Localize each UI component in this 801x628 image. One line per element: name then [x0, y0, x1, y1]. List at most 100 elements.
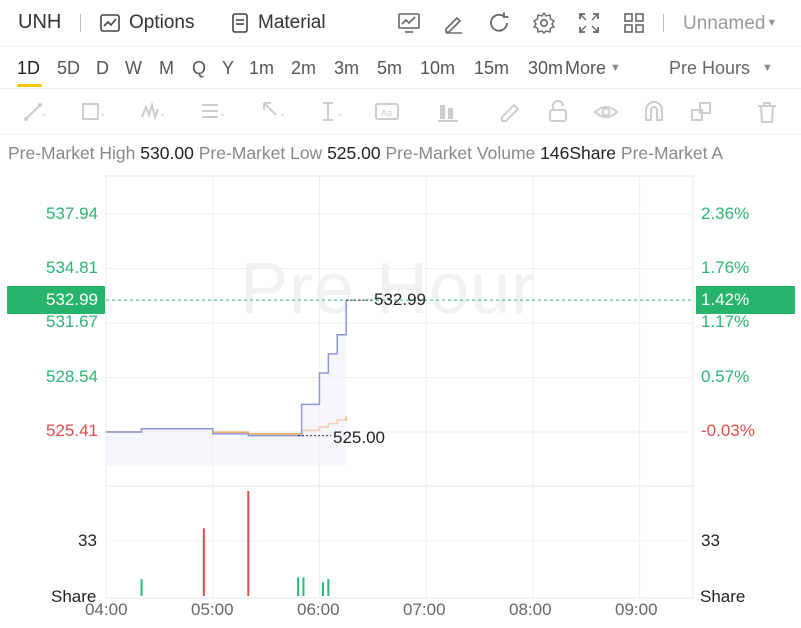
stat-label: Pre-Market High — [8, 143, 136, 163]
volume-unit: Share — [51, 587, 97, 606]
volume-bar — [140, 579, 143, 596]
current-price-flag: 532.99 — [7, 286, 105, 314]
period-1m[interactable]: 1m — [249, 58, 275, 78]
pct-tick: 1.76% — [701, 258, 750, 277]
low-annotation: 525.00 — [333, 428, 385, 447]
current-pct-flag: 1.42% — [696, 286, 795, 314]
material-label: Material — [258, 12, 326, 33]
session-dropdown[interactable]: Pre Hours ▼ — [669, 58, 773, 79]
divider — [663, 14, 664, 32]
caret-down-icon: ▼ — [610, 62, 621, 74]
stat-label: Pre-Market Low — [198, 143, 323, 163]
period-y[interactable]: Y — [222, 58, 235, 78]
period-d[interactable]: D — [96, 58, 109, 78]
volume-bar — [247, 491, 250, 596]
stat-value: 525.00 — [327, 143, 381, 163]
options-label: Options — [129, 12, 195, 33]
fullscreen-icon[interactable] — [577, 11, 601, 35]
options-button[interactable]: Options — [99, 12, 194, 34]
chart-frame — [105, 175, 694, 599]
text-cursor-icon[interactable] — [318, 99, 344, 125]
volume-bar — [297, 577, 300, 596]
layers-icon[interactable] — [689, 99, 715, 125]
stat-label: Pre-Market A — [620, 143, 724, 163]
stat-value: 146Share — [540, 143, 617, 163]
wave-pattern-icon[interactable] — [140, 99, 166, 125]
pct-tick: -0.03% — [701, 421, 755, 440]
edit-icon[interactable] — [442, 11, 466, 35]
eye-icon[interactable] — [593, 99, 619, 125]
pct-tick: 0.57% — [701, 367, 750, 386]
lock-icon[interactable] — [545, 99, 571, 125]
price-tick: 537.94 — [46, 204, 98, 223]
price-tick: 534.81 — [46, 258, 98, 277]
price-tick: 531.67 — [46, 312, 98, 331]
rectangle-icon[interactable] — [80, 99, 106, 125]
trash-icon[interactable] — [754, 99, 780, 125]
period-3m[interactable]: 3m — [334, 58, 360, 78]
time-tick: 09:00 — [615, 600, 658, 619]
chart-watermark: Pre Hour — [240, 249, 537, 329]
text-box-icon[interactable]: Aa — [374, 99, 400, 125]
stat-value: 530.00 — [140, 143, 194, 163]
time-tick: 04:00 — [85, 600, 128, 619]
pre-market-stats: Pre-Market High 530.00 Pre-Market Low 52… — [8, 143, 801, 164]
time-tick: 05:00 — [191, 600, 234, 619]
volume-tick: 33 — [78, 531, 97, 550]
refresh-icon[interactable] — [487, 11, 511, 35]
volume-bar — [327, 579, 330, 596]
material-button[interactable]: Material — [230, 12, 326, 34]
arrow-tool-icon[interactable] — [260, 99, 286, 125]
active-period-indicator — [17, 84, 42, 87]
caret-down-icon: ▼ — [766, 17, 778, 29]
time-tick: 06:00 — [297, 600, 340, 619]
svg-text:Aa: Aa — [381, 108, 392, 118]
period-5d[interactable]: 5D — [57, 58, 81, 78]
period-q[interactable]: Q — [192, 58, 207, 78]
volume-bar — [322, 582, 325, 596]
stock-symbol[interactable]: UNH — [18, 11, 62, 33]
gear-icon[interactable] — [532, 11, 556, 35]
period-5m[interactable]: 5m — [377, 58, 403, 78]
layout-name: Unnamed — [683, 13, 766, 34]
period-m[interactable]: M — [159, 58, 174, 78]
bar-measure-icon[interactable] — [436, 99, 462, 125]
time-tick: 07:00 — [403, 600, 446, 619]
pct-tick: 2.36% — [701, 204, 750, 223]
volume-unit: Share — [700, 587, 746, 606]
grid-layout-icon[interactable] — [622, 11, 646, 35]
pct-tick: 1.17% — [701, 312, 750, 331]
period-15m[interactable]: 15m — [474, 58, 510, 78]
period-selector: 1D 5D D W M Q Y 1m 2m 3m 5m 10m 15m 30m … — [0, 46, 801, 89]
volume-tick: 33 — [701, 531, 720, 550]
magnet-icon[interactable] — [641, 99, 667, 125]
pencil-icon[interactable] — [497, 99, 523, 125]
volume-bar — [302, 577, 305, 596]
trend-line-icon[interactable] — [22, 99, 48, 125]
price-tick: 525.41 — [46, 421, 98, 440]
divider — [80, 14, 81, 32]
more-periods-dropdown[interactable]: More ▼ — [565, 58, 621, 79]
time-tick: 08:00 — [509, 600, 552, 619]
top-toolbar: UNH Options Material Unnamed▼ — [0, 0, 801, 47]
caret-down-icon: ▼ — [762, 62, 773, 74]
fibonacci-icon[interactable] — [200, 99, 226, 125]
price-area — [106, 300, 347, 466]
period-2m[interactable]: 2m — [291, 58, 317, 78]
document-icon — [232, 13, 248, 33]
more-label: More — [565, 58, 607, 78]
stat-label: Pre-Market Volume — [385, 143, 536, 163]
chart-monitor-icon[interactable] — [397, 11, 421, 35]
high-annotation: 532.99 — [374, 290, 426, 309]
period-w[interactable]: W — [125, 58, 142, 78]
price-line — [106, 300, 347, 437]
price-tick: 528.54 — [46, 367, 98, 386]
layout-name-dropdown[interactable]: Unnamed▼ — [683, 13, 777, 35]
volume-bar — [202, 528, 205, 596]
period-1d[interactable]: 1D — [17, 58, 41, 78]
drawing-toolbar: Aa — [0, 89, 801, 135]
period-10m[interactable]: 10m — [420, 58, 456, 78]
period-30m[interactable]: 30m — [528, 58, 564, 78]
session-label: Pre Hours — [669, 58, 751, 78]
